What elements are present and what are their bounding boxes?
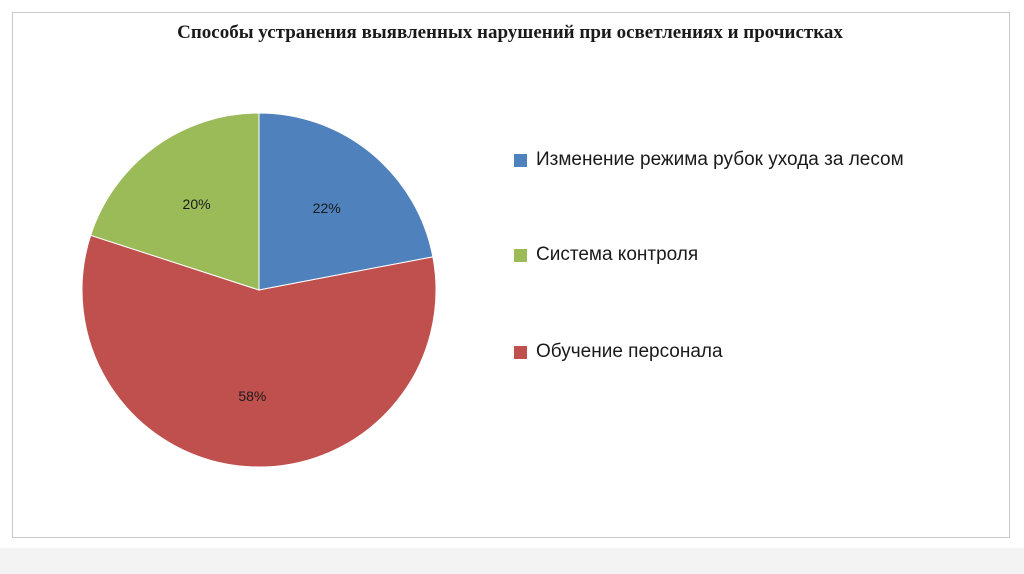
- pie-slice-control-system: [90, 112, 260, 291]
- legend-item-training-change: Изменение режима рубок ухода за лесом: [514, 145, 904, 175]
- legend-swatch-blue: [514, 153, 527, 167]
- legend-label: Изменение режима рубок ухода за лесом: [536, 149, 904, 170]
- legend-swatch-green: [514, 248, 527, 262]
- pie-slice-staff-training: [81, 234, 437, 468]
- legend-label: Обучение персонала: [536, 341, 723, 362]
- data-label-regime-change: 22%: [313, 200, 341, 216]
- data-label-control-system: 20%: [183, 196, 211, 212]
- data-label-staff-training: 58%: [238, 388, 266, 404]
- legend-item-staff-training: Обучение персонала: [514, 337, 723, 367]
- footer-strip: [0, 548, 1024, 574]
- pie-slice-regime-change: [258, 112, 434, 291]
- legend-item-control-system: Система контроля: [514, 240, 698, 270]
- legend-swatch-red: [514, 345, 527, 359]
- chart-title: Способы устранения выявленных нарушений …: [177, 22, 843, 43]
- legend-label: Система контроля: [536, 244, 699, 265]
